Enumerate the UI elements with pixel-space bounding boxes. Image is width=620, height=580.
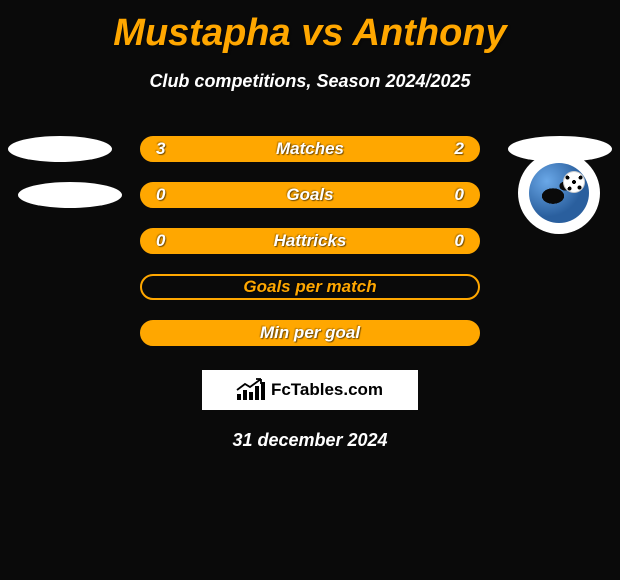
team-left-placeholder bbox=[18, 182, 122, 208]
stat-label: Hattricks bbox=[274, 231, 347, 251]
stat-row: 3 Matches 2 bbox=[0, 126, 620, 172]
stat-label: Matches bbox=[276, 139, 344, 159]
stat-left-value: 0 bbox=[156, 231, 165, 251]
stat-bar-goals: 0 Goals 0 bbox=[140, 182, 480, 208]
date-label: 31 december 2024 bbox=[0, 430, 620, 451]
stat-label: Goals per match bbox=[243, 277, 376, 297]
stat-label: Goals bbox=[286, 185, 333, 205]
logo-text: FcTables.com bbox=[271, 380, 383, 400]
badge-art bbox=[529, 163, 589, 223]
attribution-logo: FcTables.com bbox=[202, 370, 418, 410]
stat-left-value: 0 bbox=[156, 185, 165, 205]
stats-container: 3 Matches 2 0 Goals 0 0 Hattricks 0 bbox=[0, 126, 620, 356]
stat-row: 0 Goals 0 bbox=[0, 172, 620, 218]
stat-row: 0 Hattricks 0 bbox=[0, 218, 620, 264]
page-title: Mustapha vs Anthony bbox=[0, 0, 620, 55]
stat-right-value: 0 bbox=[455, 185, 464, 205]
team-left-placeholder bbox=[8, 136, 112, 162]
chart-icon bbox=[237, 380, 265, 400]
stat-bar-goals-per-match: Goals per match bbox=[140, 274, 480, 300]
stat-bar-hattricks: 0 Hattricks 0 bbox=[140, 228, 480, 254]
stat-bar-matches: 3 Matches 2 bbox=[140, 136, 480, 162]
stat-row: Min per goal bbox=[0, 310, 620, 356]
soccer-ball-icon bbox=[563, 171, 585, 193]
stat-row: Goals per match bbox=[0, 264, 620, 310]
stat-right-value: 0 bbox=[455, 231, 464, 251]
subtitle: Club competitions, Season 2024/2025 bbox=[0, 71, 620, 92]
stat-bar-min-per-goal: Min per goal bbox=[140, 320, 480, 346]
stat-label: Min per goal bbox=[260, 323, 360, 343]
arrow-icon bbox=[235, 378, 263, 392]
stat-right-value: 2 bbox=[455, 139, 464, 159]
stat-left-value: 3 bbox=[156, 139, 165, 159]
